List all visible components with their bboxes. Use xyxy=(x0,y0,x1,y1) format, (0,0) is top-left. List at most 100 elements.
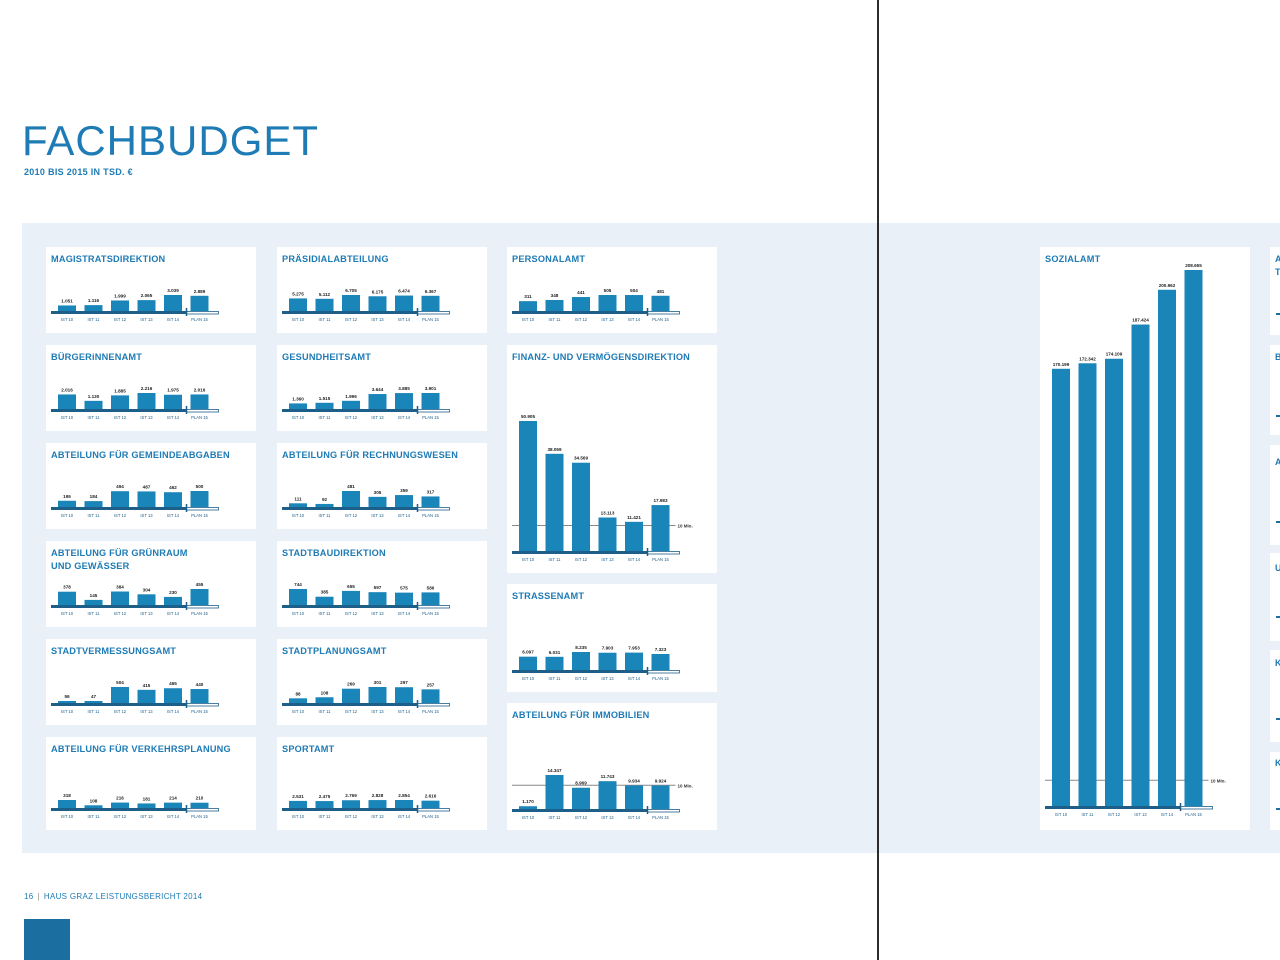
bar xyxy=(190,802,209,808)
bar xyxy=(137,491,156,507)
data-label: 311 xyxy=(524,294,532,299)
category-label: IST 12 xyxy=(575,317,588,322)
data-label: 1.051 xyxy=(61,298,73,303)
category-label: IST 13 xyxy=(601,815,614,820)
data-label: 744 xyxy=(294,582,302,587)
bar xyxy=(368,800,387,808)
data-label: 1.116 xyxy=(88,298,100,303)
bar xyxy=(368,592,387,605)
bar xyxy=(572,297,590,311)
category-label: IST 13 xyxy=(140,513,153,518)
bar xyxy=(519,806,537,809)
bar-chart: 318 IST 10 108 IST 11 216 IST 12 181 IST 13 214 I… xyxy=(51,793,219,819)
edge-card-5 xyxy=(1270,650,1280,742)
bar xyxy=(84,501,103,507)
bar xyxy=(368,687,387,703)
axis-plan xyxy=(417,703,450,707)
bar xyxy=(342,590,360,605)
bar-chart: 10 Mio. 170.199 IST 10 172.342 IST 11 174.109… xyxy=(1045,263,1226,817)
bar xyxy=(84,701,103,703)
chart-card-rechnungswesen: ABTEILUNG FÜR RECHNUNGSWESEN 111 IST 10 92 I… xyxy=(277,443,487,529)
page-spine xyxy=(877,0,879,960)
bar xyxy=(58,394,76,409)
category-label: IST 13 xyxy=(140,415,153,420)
data-label: 8.235 xyxy=(575,645,587,650)
category-label: PLAN 15 xyxy=(191,415,208,420)
bar xyxy=(395,295,413,311)
data-label: 415 xyxy=(143,683,151,688)
chart-card-sozialamt: SOZIALAMT 10 Mio. 170.199 IST 10 172.342 IST … xyxy=(1040,247,1250,830)
data-label: 208.655 xyxy=(1185,263,1202,268)
category-label: IST 14 xyxy=(398,814,411,819)
data-label: 301 xyxy=(374,680,382,685)
category-label: IST 11 xyxy=(88,513,101,518)
bar xyxy=(625,652,643,670)
chart-card-stadtbaudirektion: STADTBAUDIREKTION 744 IST 10 385 IST 11 655 IS… xyxy=(277,541,487,627)
bar xyxy=(289,403,307,409)
bar-chart: 378 IST 10 145 IST 11 384 IST 12 304 IST 13 230 I… xyxy=(51,582,219,616)
category-label: IST 10 xyxy=(522,557,535,562)
category-label: IST 12 xyxy=(345,611,358,616)
chart-card-immobilien: ABTEILUNG FÜR IMMOBILIEN 10 Mio. 1.170 IST … xyxy=(507,703,717,830)
category-label: PLAN 15 xyxy=(652,317,669,322)
data-label: 305 xyxy=(374,490,382,495)
bar xyxy=(315,503,334,507)
bar xyxy=(315,596,334,605)
category-label: IST 12 xyxy=(114,611,127,616)
category-label: IST 11 xyxy=(1082,812,1095,817)
data-label: 6.031 xyxy=(549,650,561,655)
data-label: 5.112 xyxy=(319,292,331,297)
data-label: 17.983 xyxy=(653,498,667,503)
bar xyxy=(164,596,182,605)
category-label: IST 13 xyxy=(140,709,153,714)
bar xyxy=(519,421,537,551)
data-label: 3.885 xyxy=(398,386,410,391)
data-label: 504 xyxy=(630,288,638,293)
category-label: IST 14 xyxy=(628,557,641,562)
chart-card-gesundheitsamt: GESUNDHEITSAMT 1.360 IST 10 1.515 IST 11 1.99… xyxy=(277,345,487,431)
axis-ist xyxy=(282,507,418,510)
bar xyxy=(421,800,440,808)
bar-chart: 10 Mio. 1.170 IST 10 14.347 IST 11 8.969 IST 1… xyxy=(512,768,693,820)
data-label: 34.569 xyxy=(574,456,588,461)
footer: 16 | HAUS GRAZ LEISTUNGSBERICHT 2014 xyxy=(24,892,202,901)
axis-ist xyxy=(1045,806,1181,809)
data-label: 216 xyxy=(116,796,124,801)
category-label: IST 12 xyxy=(345,415,358,420)
data-label: 6.474 xyxy=(398,289,410,294)
bar xyxy=(368,296,387,311)
data-label: 318 xyxy=(63,793,71,798)
category-label: PLAN 15 xyxy=(422,814,439,819)
data-label: 500 xyxy=(196,484,204,489)
chart-title: ABTEILUNG FÜR GEMEINDEABGABEN xyxy=(51,450,230,460)
category-label: PLAN 15 xyxy=(191,317,208,322)
axis-ist xyxy=(282,311,418,314)
axis-ist xyxy=(282,808,418,811)
edge-fragment-letter: K xyxy=(1275,658,1280,668)
category-label: IST 10 xyxy=(292,709,305,714)
category-label: PLAN 15 xyxy=(191,513,208,518)
category-label: IST 12 xyxy=(114,709,127,714)
bar xyxy=(342,295,360,311)
axis-ist xyxy=(51,703,187,706)
chart-title: GESUNDHEITSAMT xyxy=(282,352,372,362)
data-label: 195 xyxy=(63,494,71,499)
bar xyxy=(395,687,413,703)
data-label: 108 xyxy=(321,690,329,695)
bar-chart: 5.275 IST 10 5.112 IST 11 6.705 IST 12 6.175 IS… xyxy=(282,288,450,322)
edge-axis-fragment xyxy=(1276,808,1280,810)
category-label: IST 10 xyxy=(522,317,535,322)
category-label: PLAN 15 xyxy=(191,814,208,819)
category-label: IST 10 xyxy=(292,415,305,420)
bar xyxy=(137,803,156,808)
bar xyxy=(164,688,182,703)
category-label: IST 13 xyxy=(601,317,614,322)
bar xyxy=(1131,324,1150,806)
bar xyxy=(342,688,360,703)
bar xyxy=(545,453,564,551)
data-label: 481 xyxy=(347,484,355,489)
data-label: 575 xyxy=(400,586,408,591)
edge-fragment-letter: A xyxy=(1275,254,1280,264)
category-label: IST 12 xyxy=(345,317,358,322)
category-label: PLAN 15 xyxy=(191,611,208,616)
